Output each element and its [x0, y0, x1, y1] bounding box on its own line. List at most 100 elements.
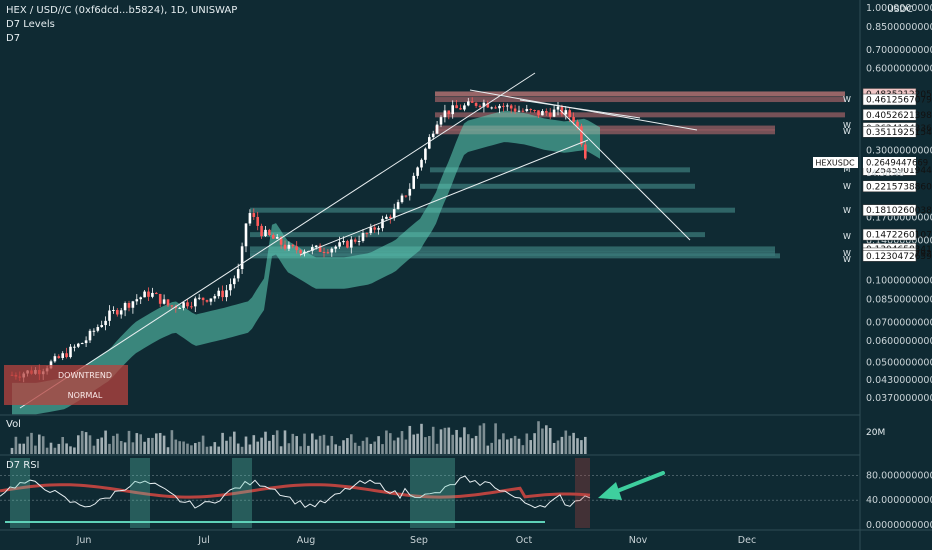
volume-bar — [447, 427, 451, 454]
arrow-annotation[interactable] — [598, 471, 665, 500]
volume-bar — [49, 442, 53, 454]
trend-box — [4, 365, 128, 385]
price-tag-box — [862, 109, 917, 121]
volume-bar — [431, 426, 435, 454]
trendline[interactable] — [559, 109, 691, 241]
time-tick-label[interactable]: Aug — [297, 535, 316, 546]
price-tick-label[interactable]: 0.7000000000 — [866, 45, 932, 56]
price-tag-box — [862, 93, 917, 106]
price-tick-label[interactable]: 0.1700000000 — [866, 213, 932, 224]
chart-header: HEX / USD//C (0xf6dcd...b5824), 1D, UNIS… — [6, 4, 237, 46]
price-tick-label[interactable]: 0.3000000000 — [866, 145, 932, 156]
candle-body — [572, 117, 575, 122]
current-price-countdown: 14:58:46 — [866, 169, 904, 179]
volume-bar — [467, 434, 470, 454]
candle-body — [334, 246, 337, 249]
price-tag-value: 0.1230472659 — [866, 252, 932, 262]
volume-bar — [318, 435, 322, 454]
volume-bar — [545, 425, 548, 454]
price-tag-value: 0.3511925154 — [866, 128, 932, 138]
candle-body — [346, 240, 349, 248]
time-tick-label[interactable]: Jun — [76, 535, 92, 546]
volume-bar — [428, 436, 431, 454]
volume-bar — [498, 439, 501, 454]
trendlines[interactable] — [19, 72, 698, 409]
level-letter: W — [843, 206, 851, 215]
candle-body — [428, 137, 431, 149]
candle-body — [330, 248, 334, 253]
level-bar — [435, 91, 845, 97]
candle-body — [186, 302, 189, 307]
candle-body — [470, 101, 474, 103]
volume-bar — [197, 441, 201, 454]
volume-pane-label[interactable]: Vol — [6, 419, 21, 430]
candle-body — [412, 175, 415, 189]
trendline[interactable] — [299, 139, 589, 256]
candle-body — [303, 251, 306, 254]
level-letter: W — [843, 95, 851, 104]
candle-body — [158, 293, 162, 304]
volume-bar — [307, 445, 310, 454]
price-tick-label[interactable]: 0.0370000000 — [866, 393, 932, 404]
volume-bar — [287, 443, 291, 454]
price-tick-label[interactable]: 1.0000000000 — [866, 3, 932, 14]
symbol-title[interactable]: HEX / USD//C (0xf6dcd...b5824), 1D, UNIS… — [6, 5, 238, 16]
volume-bar — [552, 442, 556, 454]
rsi-pane-label[interactable]: D7 RSI — [6, 460, 40, 471]
indicator-d7-levels[interactable]: D7 Levels — [6, 19, 55, 30]
candle-body — [80, 343, 84, 345]
price-tick-label[interactable]: 0.1000000000 — [866, 275, 932, 286]
candle-body — [233, 278, 236, 285]
level-letter: W — [843, 121, 851, 130]
trendline[interactable] — [19, 72, 536, 409]
time-tick-label[interactable]: Oct — [516, 535, 533, 546]
volume-bar — [400, 431, 404, 454]
indicator-d7[interactable]: D7 — [6, 33, 21, 44]
volume-bar — [41, 436, 45, 454]
price-tick-label[interactable]: 0.0430000000 — [866, 375, 932, 386]
level-letter: W — [843, 249, 851, 258]
price-tick-label[interactable]: 0.8500000000 — [866, 22, 932, 33]
volume-bar — [357, 445, 361, 454]
price-tick-label[interactable]: 0.0500000000 — [866, 357, 932, 368]
candle-body — [252, 213, 256, 217]
candle-body — [116, 309, 119, 315]
volume-bar — [478, 425, 482, 454]
time-tick-label[interactable]: Sep — [410, 535, 428, 546]
candle-body — [147, 291, 150, 297]
volume-bar — [295, 436, 298, 454]
time-axis-ticks[interactable]: Jun Jul Aug Sep Oct Nov Dec — [76, 535, 757, 546]
rsi-highlight — [575, 458, 590, 528]
candle-body — [408, 188, 412, 196]
volume-bar — [392, 440, 396, 454]
candle-body — [236, 269, 240, 279]
volume-bars — [10, 421, 587, 454]
volume-bar — [537, 421, 540, 454]
candle-body — [240, 246, 244, 270]
volume-bar — [572, 432, 575, 454]
volume-bar — [61, 437, 64, 454]
price-tick-label[interactable]: 0.0600000000 — [866, 336, 932, 347]
volume-bar — [576, 438, 579, 454]
price-axis-ticks[interactable]: 1.0000000000 0.8500000000 0.7000000000 0.60… — [866, 3, 932, 404]
price-tag-box — [862, 204, 917, 216]
time-tick-label[interactable]: Dec — [738, 535, 756, 546]
time-tick-label[interactable]: Jul — [197, 535, 209, 546]
volume-bar — [186, 443, 189, 454]
price-tag-box — [862, 228, 917, 241]
volume-bar — [178, 441, 181, 454]
volume-bar — [408, 425, 412, 454]
time-tick-label[interactable]: Nov — [629, 535, 648, 546]
price-level-tags: 0.48352122050.46125670790.40526213980.36… — [862, 88, 932, 262]
trendline[interactable] — [519, 99, 641, 119]
candle-body — [135, 299, 139, 302]
price-tick-label[interactable]: 0.6000000000 — [866, 63, 932, 74]
price-tick-label[interactable]: 0.0700000000 — [866, 318, 932, 329]
volume-bar — [451, 434, 454, 454]
price-tick-label[interactable]: 0.1400000000 — [866, 236, 932, 247]
rsi-highlight — [232, 458, 252, 528]
price-tick-label[interactable]: 0.0850000000 — [866, 295, 932, 306]
volume-bar — [521, 445, 525, 454]
